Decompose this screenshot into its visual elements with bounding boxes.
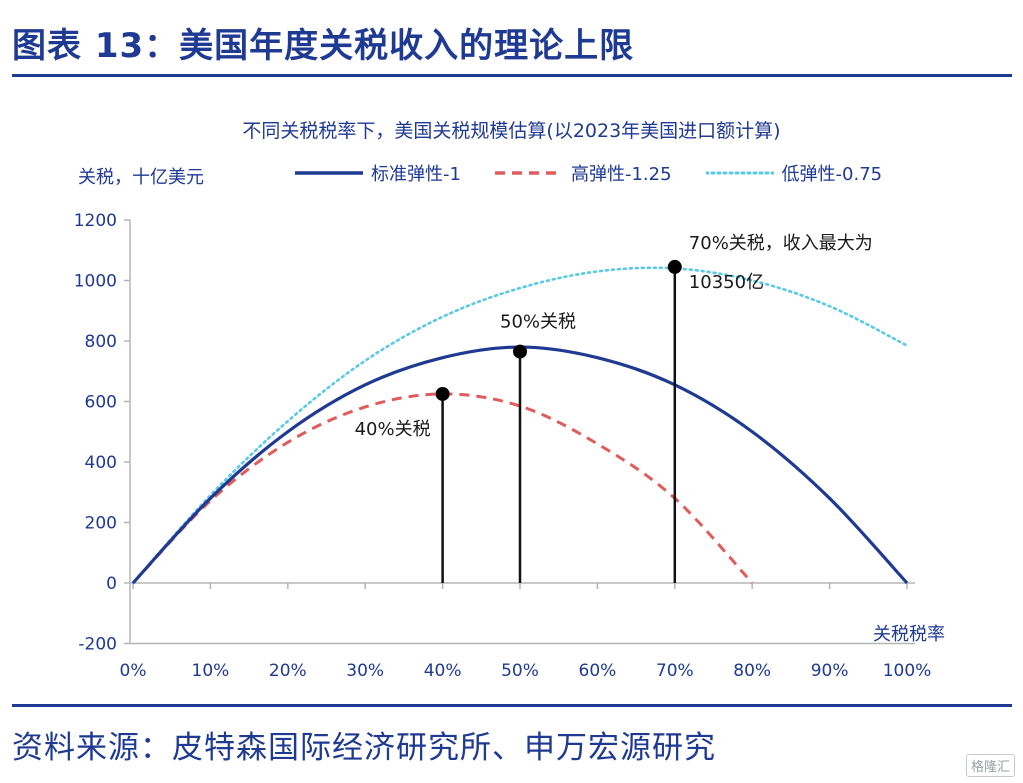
series-line-dotted [131,266,909,585]
x-tick-label: 0% [120,661,147,681]
annotation-label-50: 50%关税 [500,312,576,333]
y-tick-label: 200 [85,514,117,534]
chart-subtitle: 不同关税税率下，美国关税规模估算(以2023年美国进口额计算) [242,120,781,142]
legend-label-high: 高弹性-1.25 [570,164,672,185]
annotation-label-70: 70%关税，收入最大为 [689,233,873,254]
x-tick-label: 70% [656,661,694,681]
legend-item-low: 低弹性-0.75 [705,160,883,186]
legend-label-standard: 标准弹性-1 [371,164,461,185]
source-note: 资料来源：皮特森国际经济研究所、申万宏源研究 [12,730,716,766]
y-tick-label: 800 [85,332,117,352]
watermark-logo: 格隆汇 [965,754,1015,777]
bottom-rule [12,704,1012,707]
x-tick-label: 30% [346,661,384,681]
annotation-label-40: 40%关税 [355,419,431,440]
x-tick-label: 20% [269,661,307,681]
legend-label-low: 低弹性-0.75 [781,164,883,185]
x-tick-label: 50% [501,661,539,681]
annotation-marker-50 [513,344,527,359]
x-tick-label: 40% [424,661,462,681]
y-tick-label: 1200 [74,211,117,231]
annotation-label-70-value: 10350亿 [689,272,764,293]
x-axis-title: 关税税率 [873,624,945,645]
y-tick-label: -200 [78,635,117,655]
y-axis-unit-label: 关税，十亿美元 [78,167,204,188]
y-tick-label: 1000 [74,272,117,292]
y-tick-label: 400 [85,453,117,473]
x-tick-label: 80% [733,661,771,681]
legend-swatch-dashed [494,171,563,175]
legend: 标准弹性-1 高弹性-1.25 低弹性-0.75 [295,160,916,186]
legend-item-high: 高弹性-1.25 [494,160,672,186]
legend-swatch-solid [295,171,363,175]
title-rule [12,74,1012,77]
y-tick-label: 600 [85,393,117,413]
x-tick-label: 10% [192,661,230,681]
annotation-marker-70 [667,259,682,274]
x-tick-label: 60% [579,661,617,681]
figure-title: 图表 13：美国年度关税收入的理论上限 [12,26,635,66]
legend-swatch-dotted [705,171,774,175]
y-tick-label: 0 [106,574,117,594]
annotation-marker-40 [435,386,450,401]
legend-item-standard: 标准弹性-1 [295,160,461,186]
x-tick-label: 90% [811,661,849,681]
x-tick-label: 100% [883,661,932,681]
